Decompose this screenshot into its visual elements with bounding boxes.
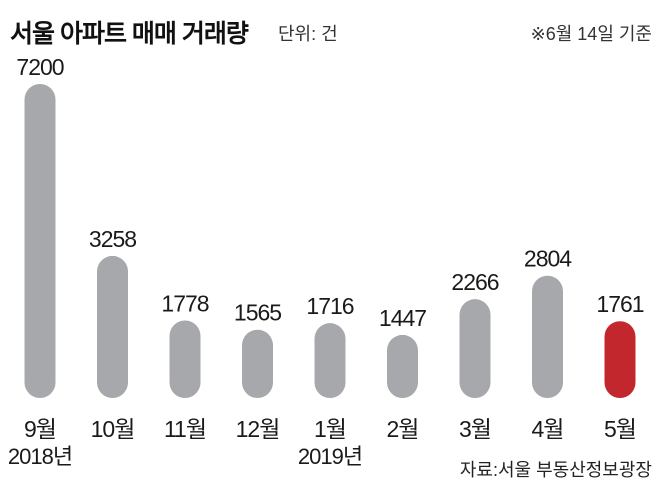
bar-8 (604, 321, 636, 398)
x-tick-label-0: 9월 (24, 416, 56, 442)
source-note: 자료:서울 부동산정보광장 (459, 460, 652, 480)
bar-2 (169, 320, 201, 398)
chart-header: 서울 아파트 매매 거래량 단위: 건 ※6월 14일 기준 (10, 14, 656, 48)
unit-label: 단위: 건 (278, 24, 338, 44)
data-label-2: 1778 (161, 290, 208, 316)
data-label-7: 2804 (524, 246, 572, 272)
x-tick-label-2: 11월 (164, 416, 206, 442)
data-label-8: 1761 (596, 291, 643, 317)
data-label-3: 1565 (234, 300, 281, 326)
bar-0 (24, 84, 56, 398)
bar-5 (387, 334, 418, 398)
year-label-4: 2019년 (298, 444, 362, 469)
x-tick-label-5: 2월 (387, 416, 419, 442)
data-label-6: 2266 (451, 269, 498, 295)
year-label-0: 2018년 (8, 444, 72, 469)
bar-1 (97, 255, 128, 398)
data-label-0: 7200 (16, 54, 63, 80)
x-tick-label-6: 3월 (459, 416, 491, 442)
bar-6 (459, 299, 491, 398)
chart-title: 서울 아파트 매매 거래량 (10, 20, 249, 48)
data-label-1: 3258 (89, 226, 136, 252)
x-tick-label-4: 1월 (314, 416, 346, 442)
bar-4 (314, 323, 346, 398)
date-basis-note: ※6월 14일 기준 (530, 24, 652, 44)
bar-7 (532, 275, 563, 398)
data-label-5: 1447 (379, 305, 426, 331)
data-label-4: 1716 (306, 293, 353, 319)
x-tick-label-8: 5월 (604, 416, 636, 442)
x-tick-label-1: 10월 (91, 416, 135, 442)
x-tick-label-3: 12월 (236, 416, 280, 442)
x-tick-label-7: 4월 (532, 416, 564, 442)
bar-3 (242, 329, 273, 398)
